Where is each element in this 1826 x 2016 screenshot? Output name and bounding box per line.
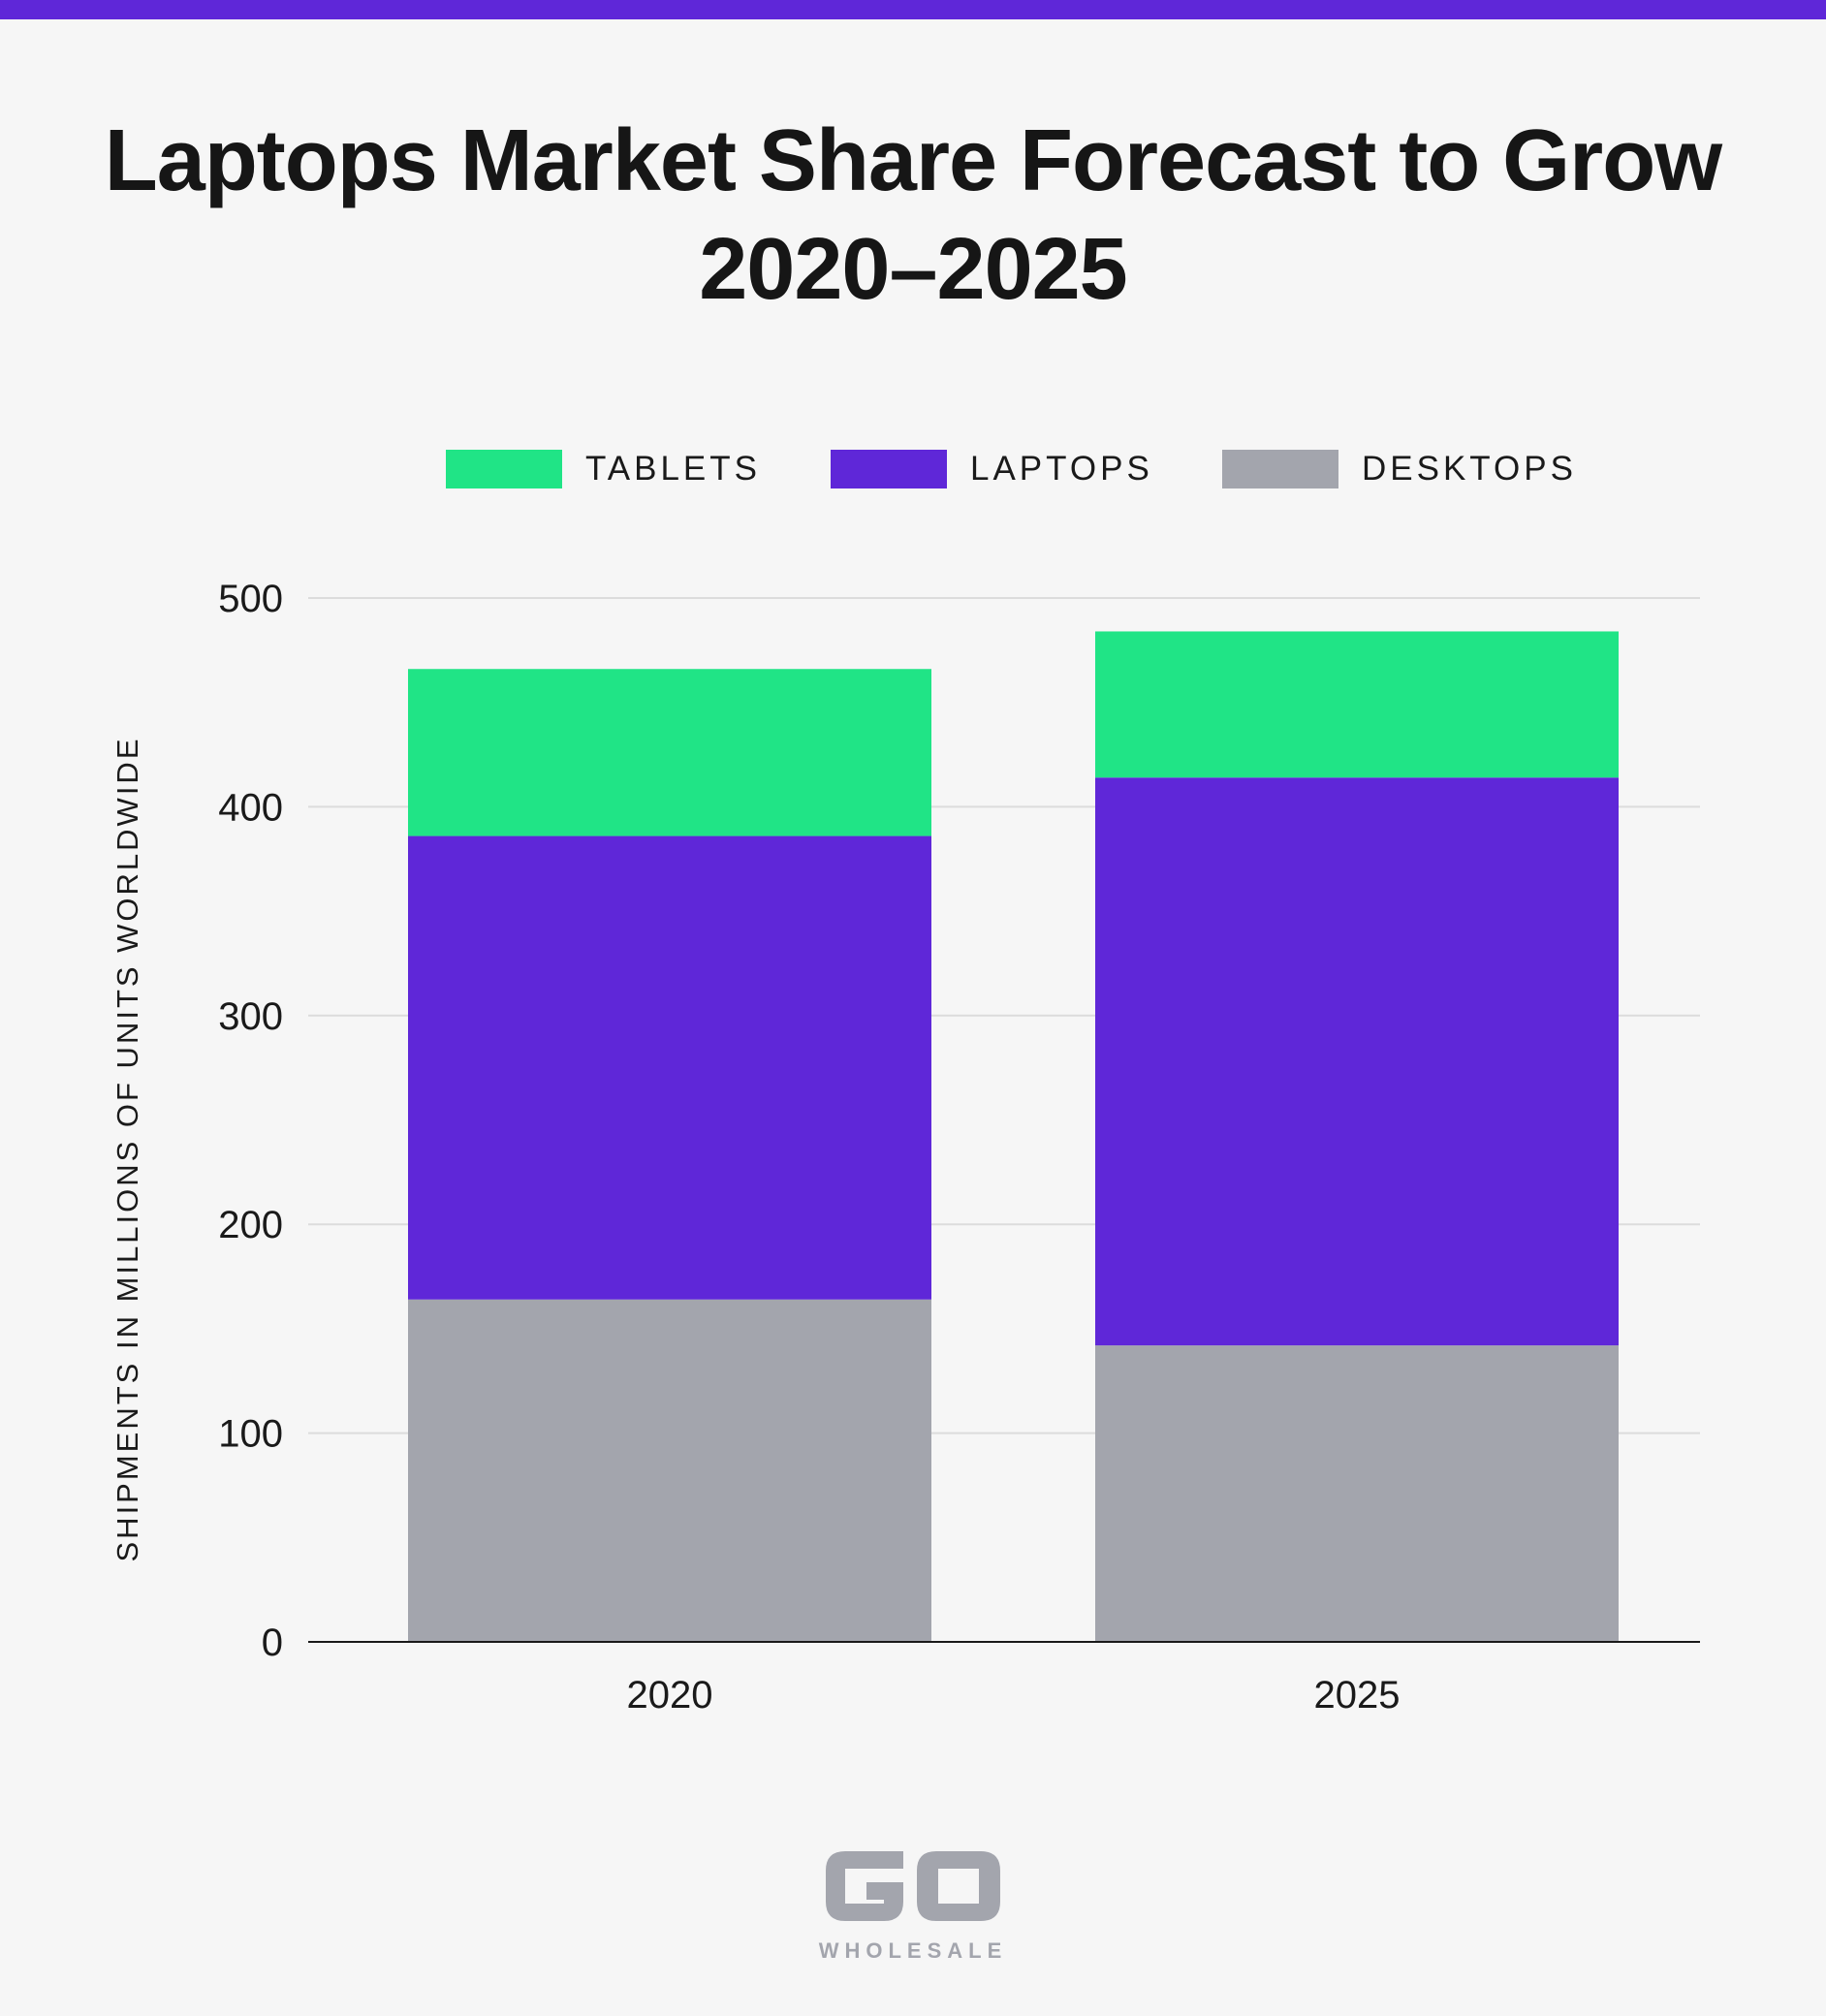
legend-label-tablets: TABLETS bbox=[585, 450, 762, 488]
y-tick-label-200: 200 bbox=[218, 1204, 283, 1246]
page-title: Laptops Market Share Forecast to Grow 20… bbox=[58, 107, 1768, 324]
logo-wordmark: WHOLESALE bbox=[818, 1938, 1008, 1963]
y-tick-label-500: 500 bbox=[218, 578, 283, 620]
x-tick-label-2025: 2025 bbox=[1314, 1674, 1401, 1717]
y-tick-label-400: 400 bbox=[218, 786, 283, 829]
bar-tablets-2020 bbox=[408, 669, 931, 836]
chart-legend: TABLETS LAPTOPS DESKTOPS bbox=[0, 448, 1826, 490]
y-tick-label-300: 300 bbox=[218, 995, 283, 1038]
bar-desktops-2025 bbox=[1095, 1345, 1619, 1642]
title-line-2: 2020–2025 bbox=[699, 221, 1127, 318]
stacked-bar-chart: 0 100 200 300 400 500 2020 2025 SHIPMENTS IN M… bbox=[110, 578, 1700, 1717]
y-axis-title: SHIPMENTS IN MILLIONS OF UNITS WORLDWIDE bbox=[110, 737, 144, 1562]
bar-laptops-2025 bbox=[1095, 777, 1619, 1346]
x-axis: 2020 2025 bbox=[308, 1641, 1700, 1717]
y-tick-label-100: 100 bbox=[218, 1413, 283, 1456]
title-line-1: Laptops Market Share Forecast to Grow bbox=[104, 112, 1722, 209]
x-tick-label-2020: 2020 bbox=[627, 1674, 713, 1717]
go-wholesale-logo: WHOLESALE bbox=[816, 1838, 1010, 1964]
bar-desktops-2020 bbox=[408, 1299, 931, 1642]
bars bbox=[408, 631, 1619, 1642]
y-axis-ticks: 0 100 200 300 400 500 bbox=[218, 578, 283, 1664]
bar-tablets-2025 bbox=[1095, 631, 1619, 778]
legend-swatch-desktops bbox=[1222, 450, 1338, 488]
logo-mark-icon bbox=[826, 1851, 1000, 1921]
y-tick-label-0: 0 bbox=[262, 1622, 283, 1664]
bar-laptops-2020 bbox=[408, 835, 931, 1300]
top-accent-bar bbox=[0, 0, 1826, 19]
legend-label-laptops: LAPTOPS bbox=[970, 450, 1153, 488]
legend-label-desktops: DESKTOPS bbox=[1362, 450, 1577, 488]
legend-swatch-tablets bbox=[446, 450, 562, 488]
legend-swatch-laptops bbox=[831, 450, 947, 488]
